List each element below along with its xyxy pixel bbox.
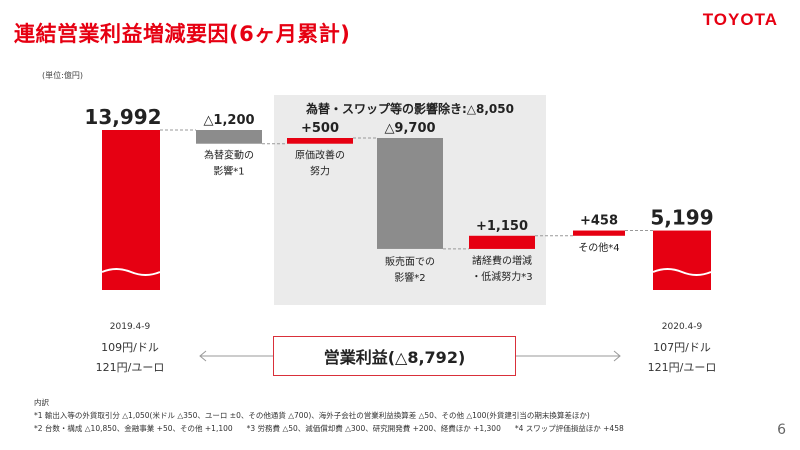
waterfall-bar bbox=[469, 235, 535, 249]
footnote-2: *2 台数・構成 △10,850、金融事業 +50、その他 +1,100 bbox=[34, 424, 233, 433]
footnote-1: *1 輸出入等の外貨取引分 △1,050(米ドル △350、ユーロ ±0、その他… bbox=[34, 411, 590, 420]
period-end-usd: 107円/ドル bbox=[653, 341, 711, 354]
operating-profit-box: 営業利益(△8,792) bbox=[273, 336, 516, 376]
period-start-usd: 109円/ドル bbox=[101, 341, 159, 354]
waterfall-bar bbox=[196, 130, 262, 144]
category-label: 為替変動の bbox=[204, 149, 254, 162]
value-label: 13,992 bbox=[84, 105, 161, 129]
footnotes: 内訳 *1 輸出入等の外貨取引分 △1,050(米ドル △350、ユーロ ±0、… bbox=[34, 396, 624, 435]
footnote-heading: 内訳 bbox=[34, 398, 49, 407]
value-label: +1,150 bbox=[476, 219, 528, 234]
category-label: 努力 bbox=[310, 165, 330, 178]
operating-profit-label: 営業利益(△8,792) bbox=[323, 348, 466, 367]
waterfall-bar bbox=[102, 130, 160, 290]
value-label: +458 bbox=[580, 214, 618, 229]
waterfall-bar bbox=[653, 230, 711, 290]
footnote-3: *3 労務費 △50、減価償却費 △300、研究開発費 +200、経費ほか +1… bbox=[246, 424, 501, 433]
category-label: 影響*2 bbox=[394, 271, 425, 284]
category-label: 原価改善の bbox=[295, 149, 345, 162]
period-end-date: 2020.4-9 bbox=[661, 322, 703, 332]
period-start-date: 2019.4-9 bbox=[109, 322, 151, 332]
exclusion-box-label: 為替・スワップ等の影響除き:△8,050 bbox=[306, 101, 514, 116]
category-label: 諸経費の増減 bbox=[472, 254, 532, 267]
wave-decoration bbox=[101, 268, 161, 276]
category-label: 影響*1 bbox=[213, 165, 244, 178]
value-label: 5,199 bbox=[650, 206, 713, 230]
page-number: 6 bbox=[777, 422, 786, 438]
waterfall-bar bbox=[287, 138, 353, 144]
page-title: 連結営業利益増減要因(6ヶ月累計) bbox=[14, 22, 351, 46]
waterfall-bar bbox=[573, 230, 625, 236]
category-label: 販売面での bbox=[385, 255, 435, 268]
toyota-logo: TOYOTA bbox=[702, 10, 778, 29]
footnote-4: *4 スワップ評価損益ほか +458 bbox=[514, 424, 624, 433]
value-label: △1,200 bbox=[203, 113, 254, 128]
waterfall-bar bbox=[377, 138, 443, 249]
period-end-eur: 121円/ユーロ bbox=[647, 361, 717, 374]
unit-label: (単位:億円) bbox=[42, 71, 83, 80]
category-label: ・低減努力*3 bbox=[471, 270, 532, 283]
value-label: +500 bbox=[301, 121, 339, 136]
value-label: △9,700 bbox=[384, 121, 435, 136]
period-start-eur: 121円/ユーロ bbox=[95, 361, 165, 374]
category-label: その他*4 bbox=[578, 241, 619, 254]
wave-decoration bbox=[652, 268, 712, 276]
